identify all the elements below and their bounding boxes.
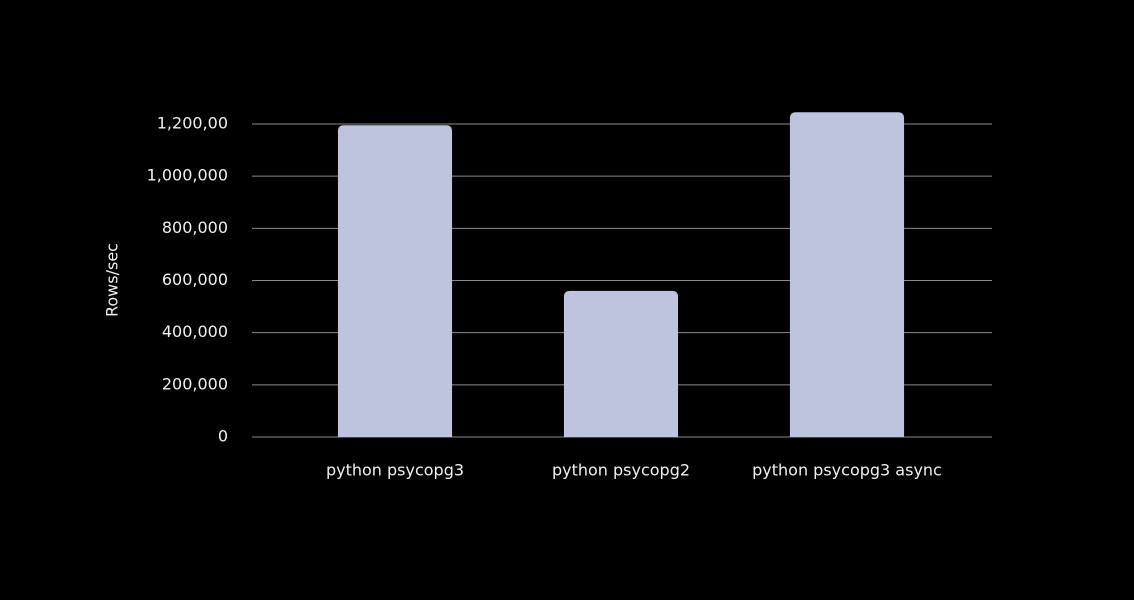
bar bbox=[563, 290, 679, 437]
y-tick-label: 200,000 bbox=[162, 374, 228, 393]
y-axis-label: Rows/sec bbox=[103, 243, 122, 317]
bar bbox=[789, 112, 905, 437]
x-tick-label: python psycopg3 async bbox=[752, 461, 942, 480]
y-tick-label: 400,000 bbox=[162, 322, 228, 341]
bar bbox=[337, 125, 453, 437]
x-tick-label: python psycopg2 bbox=[552, 461, 690, 480]
y-tick-label: 1,200,00 bbox=[157, 114, 228, 133]
y-tick-label: 600,000 bbox=[162, 270, 228, 289]
y-tick-label: 800,000 bbox=[162, 218, 228, 237]
y-tick-label: 1,000,000 bbox=[147, 166, 228, 185]
y-tick-label: 0 bbox=[218, 427, 228, 446]
x-tick-label: python psycopg3 bbox=[326, 461, 464, 480]
